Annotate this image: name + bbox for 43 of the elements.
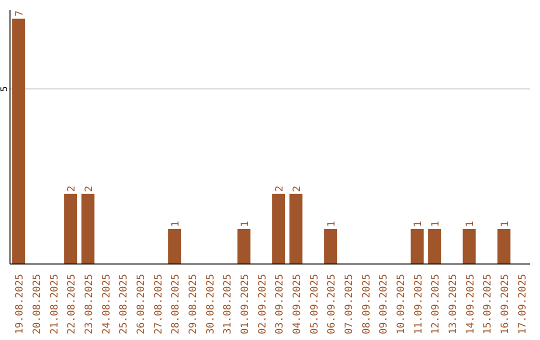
data-label: 1 xyxy=(465,220,476,227)
x-tick-label: 28.08.2025 xyxy=(170,274,182,334)
x-tick-label: 26.08.2025 xyxy=(136,274,147,334)
data-label: 1 xyxy=(413,220,424,227)
x-tick-label: 13.09.2025 xyxy=(448,274,459,334)
x-tick-label: 12.09.2025 xyxy=(430,274,442,334)
x-tick-label: 04.09.2025 xyxy=(292,274,303,334)
x-tick-label: 05.09.2025 xyxy=(309,274,320,334)
x-tick-label: 11.09.2025 xyxy=(413,274,424,334)
data-label: 1 xyxy=(326,220,338,227)
x-tick-label: 02.09.2025 xyxy=(257,274,268,334)
x-tick-label: 29.08.2025 xyxy=(188,274,199,334)
x-tick-label: 23.08.2025 xyxy=(84,274,95,334)
data-label: 1 xyxy=(240,220,251,227)
x-tick-label: 16.09.2025 xyxy=(500,274,511,334)
x-tick-label: 09.09.2025 xyxy=(378,274,390,334)
data-label: 1 xyxy=(500,220,511,227)
x-tick-label: 01.09.2025 xyxy=(240,274,251,334)
data-label: 1 xyxy=(170,220,182,227)
x-tick-label: 20.08.2025 xyxy=(32,274,43,334)
x-tick-label: 21.08.2025 xyxy=(49,274,60,334)
x-tick-label: 07.09.2025 xyxy=(344,274,355,334)
x-tick-label: 03.09.2025 xyxy=(274,274,286,334)
x-tick-label: 24.08.2025 xyxy=(101,274,112,334)
x-tick-label: 15.09.2025 xyxy=(482,274,494,334)
x-tick-label: 10.09.2025 xyxy=(396,274,407,334)
data-label: 2 xyxy=(66,186,78,192)
x-tick-label: 31.08.2025 xyxy=(222,274,234,334)
x-tick-label: 27.08.2025 xyxy=(153,274,164,334)
data-label: 1 xyxy=(430,220,442,227)
x-tick-label: 25.08.2025 xyxy=(118,274,130,334)
data-label: 2 xyxy=(84,186,95,192)
x-tick-label: 08.09.2025 xyxy=(361,274,372,334)
x-tick-label: 30.08.2025 xyxy=(205,274,216,334)
x-tick-label: 06.09.2025 xyxy=(326,274,338,334)
data-label: 2 xyxy=(274,186,286,192)
data-label: 7 xyxy=(14,10,26,17)
data-label: 2 xyxy=(292,186,303,192)
x-tick-label: 19.08.2025 xyxy=(14,274,26,334)
y-tick-label: 5 xyxy=(0,86,10,92)
x-tick-label: 17.09.2025 xyxy=(517,274,528,334)
x-tick-label: 14.09.2025 xyxy=(465,274,476,334)
x-tick-label: 22.08.2025 xyxy=(66,274,78,334)
